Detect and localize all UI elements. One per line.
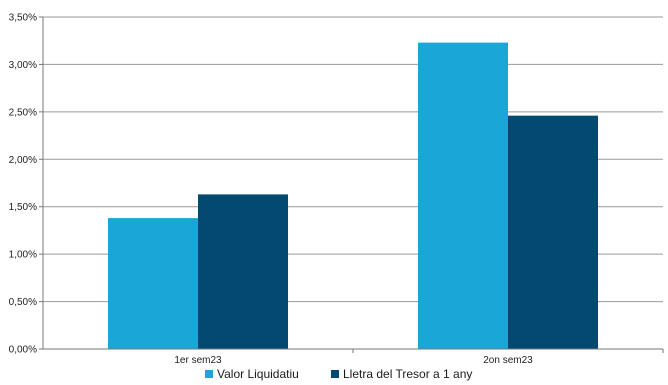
legend-swatch-lletra-tresor xyxy=(331,370,339,378)
bar-valor-liquidatiu-2 xyxy=(418,42,508,350)
y-tick-label: 0,50% xyxy=(9,297,37,308)
legend-label-valor-liquidatiu: Valor Liquidatiu xyxy=(217,367,299,381)
legend: Valor Liquidatiu Lletra del Tresor a 1 an… xyxy=(205,367,472,381)
y-tick-label: 3,50% xyxy=(9,13,37,24)
y-tick-label: 2,00% xyxy=(9,155,37,166)
x-tick-label: 1er sem23 xyxy=(174,355,222,366)
y-axis-tick-labels: 0,00% 0,50% 1,00% 1,50% 2,00% 2,50% 3,00% 3,50% xyxy=(9,13,37,356)
x-axis-tick-labels: 1er sem23 2on sem23 xyxy=(174,355,533,366)
axes xyxy=(39,16,664,353)
y-tick-label: 2,50% xyxy=(9,107,37,118)
x-tick-label: 2on sem23 xyxy=(483,355,533,366)
bar-lletra-tresor-2 xyxy=(508,115,598,349)
bars xyxy=(108,42,598,350)
bar-valor-liquidatiu-1 xyxy=(108,218,198,349)
legend-label-lletra-tresor: Lletra del Tresor a 1 any xyxy=(343,367,472,381)
y-tick-label: 0,00% xyxy=(9,345,37,356)
y-tick-label: 1,00% xyxy=(9,250,37,261)
legend-swatch-valor-liquidatiu xyxy=(205,370,213,378)
y-tick-label: 3,00% xyxy=(9,60,37,71)
bar-lletra-tresor-1 xyxy=(198,194,288,349)
y-tick-label: 1,50% xyxy=(9,202,37,213)
